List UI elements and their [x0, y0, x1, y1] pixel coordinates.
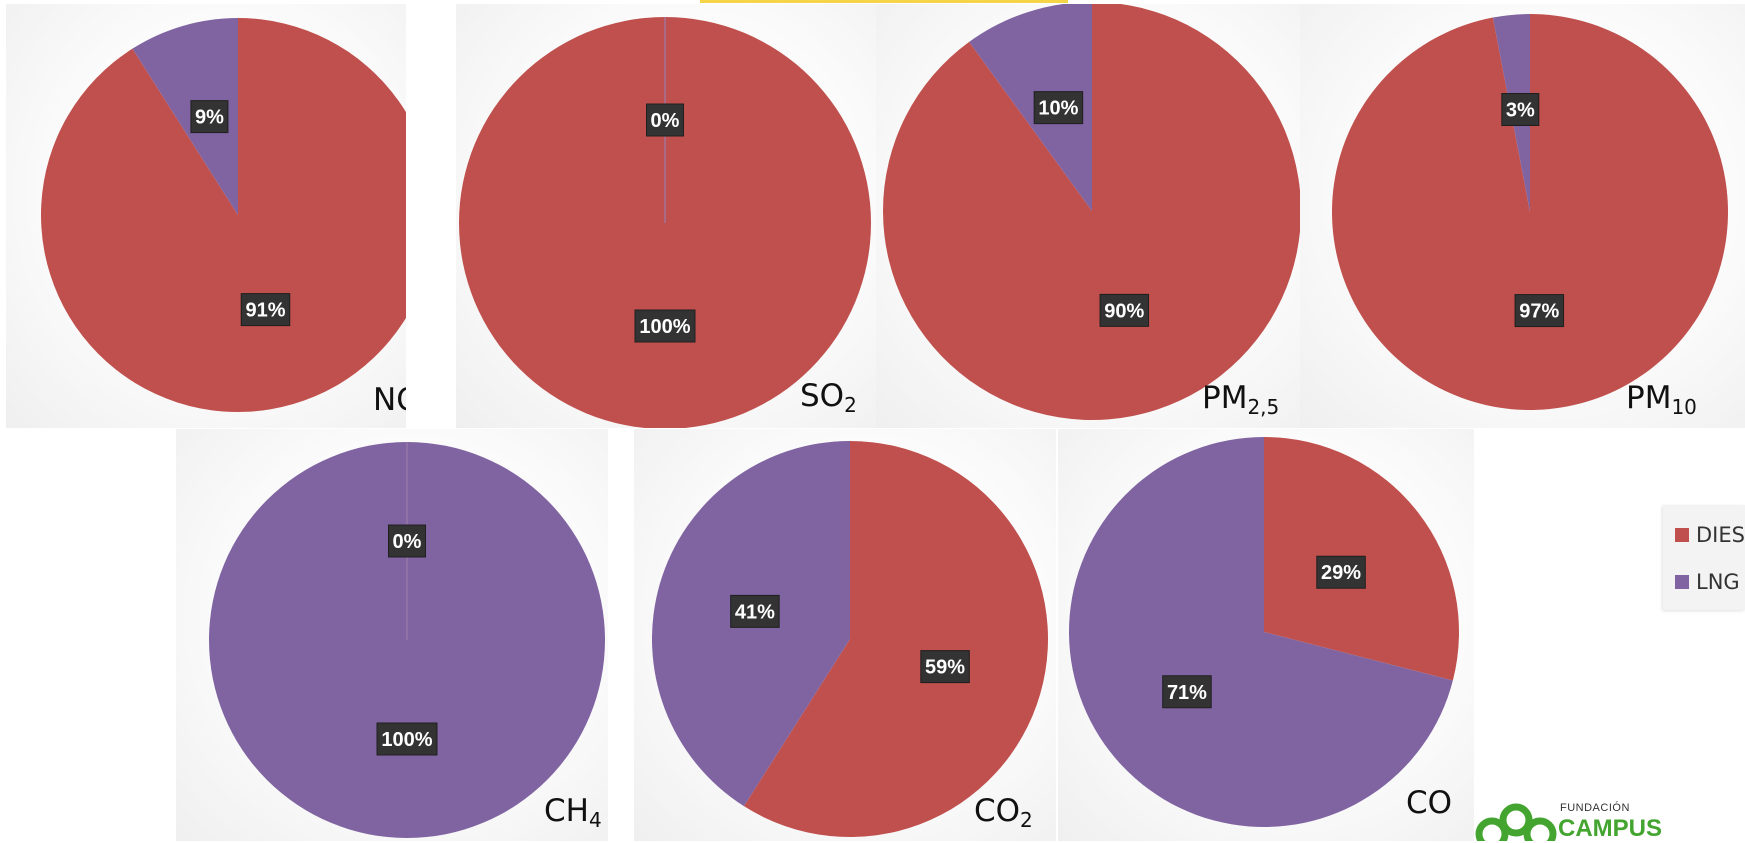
pie-data-label-text-dies-nox: 91% — [245, 300, 285, 322]
pie-data-label-dies-pm25: 90% — [1099, 293, 1150, 327]
pie-panel-ch4: 0% 100% CH4 — [176, 429, 608, 841]
grape-logo-icon — [1475, 803, 1557, 841]
pie-data-label-text-lng-co2: 41% — [735, 601, 775, 623]
pie-title-co: CO — [1406, 785, 1453, 821]
pie-data-label-dies-co2: 59% — [920, 650, 970, 684]
pie-panel-co2: 59% 41% CO2 — [634, 429, 1056, 841]
pie-data-label-text-lng-co: 71% — [1167, 682, 1207, 704]
pie-slice-lng-nox — [132, 18, 238, 215]
pie-data-label-box-dies-pm25 — [1099, 293, 1150, 327]
pie-chart-pm25: 90% 10% — [883, 4, 1300, 420]
pie-data-label-text-dies-co2: 59% — [925, 657, 965, 679]
pie-data-label-text-dies-pm25: 90% — [1104, 300, 1144, 322]
pie-data-label-text-lng-pm25: 10% — [1038, 98, 1078, 120]
pie-data-label-lng-pm10: 3% — [1501, 92, 1540, 126]
pie-panel-co: 29% 71% CO — [1058, 429, 1474, 841]
pie-title-so2: SO2 — [800, 378, 857, 417]
pie-data-label-box-dies-so2 — [634, 309, 696, 343]
pie-panel-nox: 91% 9% NOx — [6, 4, 406, 428]
pie-data-label-text-dies-so2: 100% — [639, 316, 690, 338]
pie-data-label-box-lng-pm10 — [1501, 92, 1540, 126]
top-accent-bar — [700, 0, 1068, 3]
pie-data-label-box-lng-ch4 — [376, 722, 438, 756]
pie-title-nox: NOx — [373, 382, 406, 418]
logo-small-text: FUNDACIÓN — [1560, 802, 1630, 814]
pie-slice-lng-pm25 — [969, 4, 1092, 211]
pie-chart-pm10: 97% 3% — [1332, 14, 1728, 410]
pie-data-label-text-dies-co: 29% — [1321, 562, 1361, 584]
pie-data-label-text-dies-pm10: 97% — [1519, 301, 1559, 323]
pie-data-label-dies-co: 29% — [1316, 555, 1366, 589]
chart-legend: DIES LNG — [1663, 505, 1745, 610]
pie-data-label-box-dies-ch4 — [388, 524, 426, 558]
pie-slice-dies-pm25 — [883, 4, 1300, 420]
legend-swatch-diesel — [1675, 528, 1689, 542]
pie-panel-so2: 100% 0% SO2 — [456, 4, 876, 428]
pie-chart-co2: 59% 41% — [652, 441, 1048, 837]
legend-label-lng: LNG — [1696, 570, 1740, 594]
legend-item-diesel: DIES — [1675, 523, 1745, 547]
pie-data-label-dies-nox: 91% — [240, 293, 291, 327]
pie-title-pm10: PM10 — [1626, 380, 1697, 419]
pie-title-ch4: CH4 — [544, 793, 602, 832]
pie-data-label-box-lng-so2 — [646, 103, 684, 137]
pie-data-label-box-dies-co — [1316, 555, 1366, 589]
pie-slice-dies-co2 — [743, 441, 1048, 837]
pie-data-label-text-dies-ch4: 0% — [393, 531, 422, 553]
pie-panel-pm25: 90% 10% PM2,5 — [876, 4, 1300, 428]
legend-item-lng: LNG — [1675, 570, 1740, 594]
legend-swatch-lng — [1675, 575, 1689, 589]
pie-chart-so2: 100% 0% — [459, 17, 871, 428]
pie-data-label-box-lng-co — [1162, 675, 1212, 709]
pie-slice-lng-co — [1069, 437, 1453, 827]
pie-data-label-text-lng-ch4: 100% — [381, 729, 432, 751]
pie-data-label-box-dies-nox — [240, 293, 291, 327]
pie-data-label-dies-pm10: 97% — [1514, 294, 1565, 328]
pie-slice-dies-nox — [41, 18, 406, 412]
pie-data-label-box-dies-co2 — [920, 650, 970, 684]
pie-data-label-box-lng-co2 — [730, 594, 780, 628]
pie-chart-co: 29% 71% — [1069, 437, 1459, 827]
logo-big-text: CAMPUS — [1558, 815, 1663, 842]
pie-data-label-text-lng-pm10: 3% — [1506, 99, 1535, 121]
pie-data-label-lng-ch4: 100% — [376, 722, 438, 756]
pie-data-label-box-dies-pm10 — [1514, 294, 1565, 328]
pie-chart-ch4: 0% 100% — [209, 442, 605, 838]
pie-data-label-dies-ch4: 0% — [388, 524, 426, 558]
pie-title-co2: CO2 — [974, 793, 1033, 832]
fundacion-campus-logo: FUNDACIÓN CAMPUS — [1474, 790, 1674, 842]
pie-data-label-lng-co2: 41% — [730, 594, 780, 628]
pie-panel-pm10: 97% 3% PM10 — [1300, 4, 1745, 428]
pie-data-label-lng-pm25: 10% — [1033, 91, 1084, 125]
pie-title-pm25: PM2,5 — [1202, 380, 1280, 419]
pie-data-label-text-lng-nox: 9% — [195, 107, 224, 129]
pie-data-label-box-lng-pm25 — [1033, 91, 1084, 125]
legend-label-diesel: DIES — [1696, 523, 1745, 547]
pie-data-label-lng-so2: 0% — [646, 103, 684, 137]
pie-data-label-lng-co: 71% — [1162, 675, 1212, 709]
pie-data-label-box-lng-nox — [190, 100, 229, 134]
pie-data-label-dies-so2: 100% — [634, 309, 696, 343]
pie-data-label-text-lng-so2: 0% — [651, 110, 680, 132]
pie-chart-nox: 91% 9% — [41, 18, 406, 412]
pie-data-label-lng-nox: 9% — [190, 100, 229, 134]
